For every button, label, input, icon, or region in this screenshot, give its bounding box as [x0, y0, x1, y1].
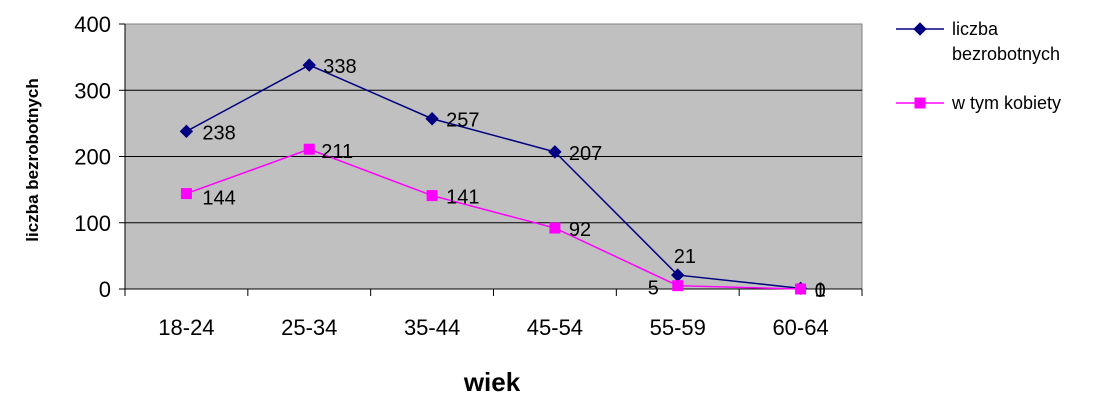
legend-item-1: liczba bezrobotnych	[896, 19, 1060, 64]
x-tick-label: 55-59	[650, 315, 706, 340]
y-tick-label: 400	[74, 12, 111, 37]
y-tick-label: 0	[99, 277, 111, 302]
x-tick-label: 35-44	[404, 315, 460, 340]
legend-label: liczba	[952, 19, 999, 39]
data-label: 141	[446, 187, 479, 209]
data-label: 5	[648, 278, 659, 300]
y-axis-title: liczba bezrobotnych	[23, 78, 42, 241]
data-point	[304, 144, 314, 154]
legend-marker	[915, 98, 925, 108]
data-point	[550, 223, 560, 233]
data-point	[796, 284, 806, 294]
data-point	[427, 191, 437, 201]
legend-item-2: w tym kobiety	[896, 93, 1061, 113]
x-tick-label: 60-64	[772, 315, 828, 340]
data-point	[673, 281, 683, 291]
data-label: 0	[815, 280, 826, 302]
legend-marker	[914, 23, 926, 35]
legend: liczba bezrobotnych w tym kobiety	[896, 19, 1061, 113]
legend-label: w tym kobiety	[951, 93, 1061, 113]
data-label: 92	[569, 219, 591, 241]
data-label: 207	[569, 143, 602, 165]
data-label: 257	[446, 110, 479, 132]
y-tick-label: 100	[74, 211, 111, 236]
y-tick-label: 200	[74, 145, 111, 170]
x-tick-label: 45-54	[527, 315, 583, 340]
data-point	[181, 189, 191, 199]
data-label: 211	[321, 141, 353, 163]
x-tick-label: 18-24	[158, 315, 214, 340]
x-axis-title: wiek	[463, 367, 521, 397]
x-tick-label: 25-34	[281, 315, 337, 340]
legend-label: bezrobotnych	[952, 44, 1060, 64]
data-label: 21	[674, 246, 696, 268]
data-label: 238	[202, 122, 235, 144]
data-label: 144	[202, 188, 235, 210]
data-label: 338	[323, 56, 356, 78]
y-tick-label: 300	[74, 78, 111, 103]
